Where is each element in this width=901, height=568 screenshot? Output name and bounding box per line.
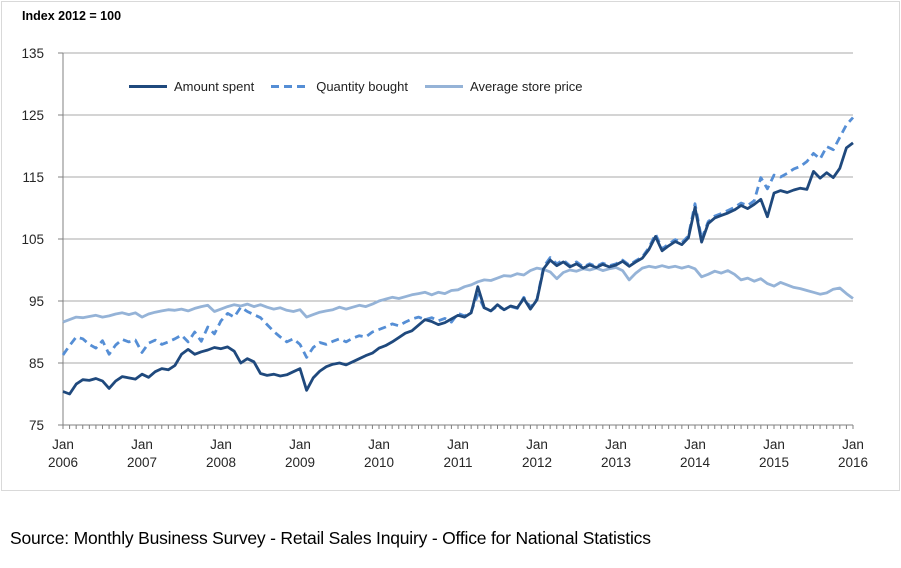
x-tick-label-month-2008: Jan (210, 437, 232, 452)
x-tick-label-month-2012: Jan (526, 437, 548, 452)
y-tick-label-75: 75 (29, 418, 44, 433)
legend-item-quantity-bought: Quantity bought (271, 79, 408, 94)
series-line-quantity-bought (61, 116, 855, 359)
x-tick-label-month-2007: Jan (131, 437, 153, 452)
legend-item-average-store-price: Average store price (425, 79, 583, 94)
source-note: Source: Monthly Business Survey - Retail… (10, 528, 651, 548)
x-tick-label-year-2006: 2006 (48, 455, 78, 470)
x-tick-label-month-2016: Jan (842, 437, 864, 452)
x-tick-label-year-2008: 2008 (206, 455, 236, 470)
x-tick-label-month-2015: Jan (763, 437, 785, 452)
y-tick-label-135: 135 (21, 46, 44, 61)
x-tick-label-year-2014: 2014 (680, 455, 711, 470)
x-tick-label-month-2010: Jan (368, 437, 390, 452)
y-tick-label-115: 115 (22, 170, 44, 185)
x-tick-label-year-2007: 2007 (127, 455, 157, 470)
series-line-amount-spent (62, 141, 854, 396)
legend-item-amount-spent: Amount spent (129, 79, 254, 94)
x-tick-label-month-2013: Jan (605, 437, 627, 452)
x-tick-label-month-2009: Jan (289, 437, 311, 452)
legend-label-amount-spent: Amount spent (174, 79, 255, 94)
x-tick-label-year-2010: 2010 (364, 455, 394, 470)
y-tick-label-105: 105 (21, 232, 44, 247)
series-line-average-store-price (62, 264, 854, 324)
legend-label-average-store-price: Average store price (470, 79, 583, 94)
legend-label-quantity-bought: Quantity bought (316, 79, 409, 94)
chart-legend: Amount spent Quantity bought Average sto… (129, 79, 583, 94)
x-tick-label-year-2016: 2016 (838, 455, 868, 470)
chart-frame (1, 1, 900, 491)
x-tick-label-year-2015: 2015 (759, 455, 789, 470)
y-tick-label-95: 95 (29, 294, 44, 309)
x-tick-label-month-2006: Jan (52, 437, 74, 452)
chart-canvas: 75 85 95 105 115 125 135 Jan 2006 Jan 2007 Jan 2008 J… (21, 46, 868, 470)
x-tick-label-month-2014: Jan (684, 437, 706, 452)
x-tick-label-year-2011: 2011 (443, 455, 472, 470)
y-tick-label-85: 85 (29, 356, 44, 371)
x-tick-label-year-2009: 2009 (285, 455, 315, 470)
x-tick-label-month-2011: Jan (447, 437, 469, 452)
chart-title: Index 2012 = 100 (22, 9, 122, 23)
legend-swatch-average-store-price-line (425, 85, 464, 88)
x-tick-label-year-2012: 2012 (522, 455, 552, 470)
legend-swatch-amount-spent-line (129, 85, 167, 88)
y-tick-label-125: 125 (21, 108, 44, 123)
legend-swatch-quantity-bought-line (271, 85, 310, 88)
x-tick-label-year-2013: 2013 (601, 455, 631, 470)
